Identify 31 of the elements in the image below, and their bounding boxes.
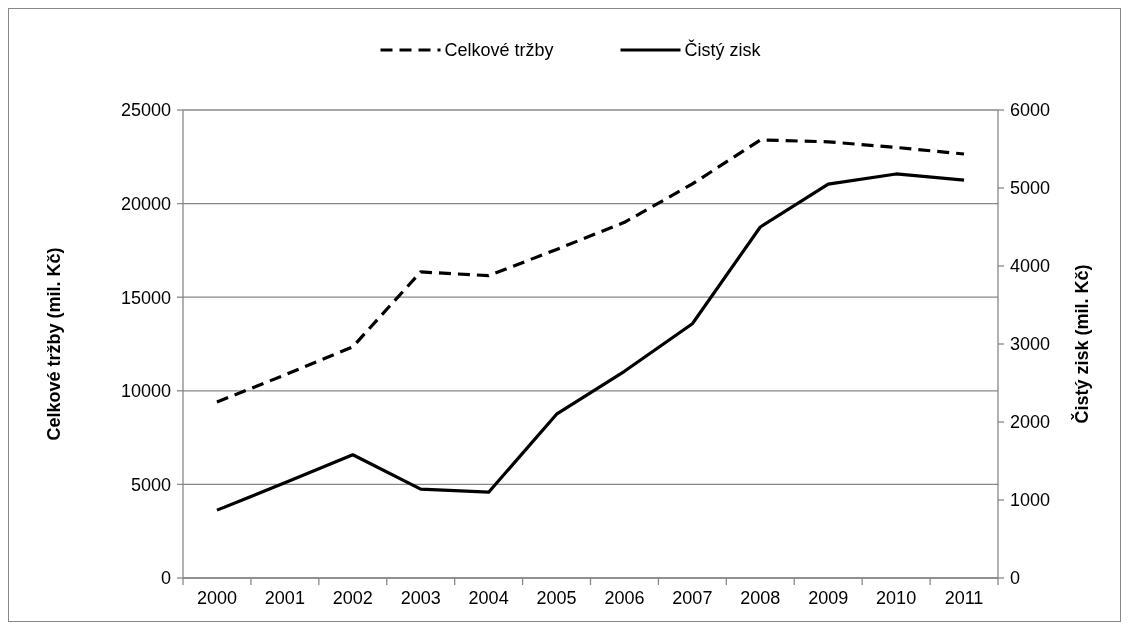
x-tick-label: 2008 bbox=[740, 588, 781, 608]
y-tick-label: 20000 bbox=[120, 193, 171, 214]
y2-axis-title: Čistý zisk (mil. Kč) bbox=[1071, 264, 1092, 424]
y-tick-label: 25000 bbox=[120, 100, 171, 121]
x-tick-label: 2005 bbox=[536, 588, 577, 608]
x-tick-label: 2002 bbox=[332, 588, 373, 608]
x-tick-label: 2009 bbox=[808, 588, 849, 608]
y2-tick-label: 5000 bbox=[1010, 178, 1051, 199]
y-tick-label: 0 bbox=[160, 568, 171, 589]
x-tick-label: 2003 bbox=[400, 588, 441, 608]
y-tick-label: 10000 bbox=[120, 381, 171, 402]
y2-tick-label: 2000 bbox=[1010, 412, 1051, 433]
x-tick-label: 2006 bbox=[604, 588, 645, 608]
y2-tick-label: 3000 bbox=[1010, 334, 1051, 355]
line-series bbox=[215, 138, 966, 404]
x-tick-label: 2011 bbox=[944, 588, 984, 608]
y-tick-label: 5000 bbox=[130, 474, 171, 495]
y-axis-title: Celkové tržby (mil. Kč) bbox=[44, 247, 64, 441]
legend-label: Čistý zisk bbox=[684, 39, 762, 61]
x-tick-label: 2007 bbox=[672, 588, 713, 608]
y2-tick-label: 0 bbox=[1010, 568, 1021, 589]
x-tick-label: 2000 bbox=[196, 588, 237, 608]
y2-tick-label: 4000 bbox=[1010, 256, 1051, 277]
x-tick-label: 2010 bbox=[876, 588, 917, 608]
line-series bbox=[215, 172, 966, 512]
y2-tick-label: 6000 bbox=[1010, 100, 1051, 121]
x-tick-label: 2004 bbox=[468, 588, 509, 608]
legend-label: Celkové tržby bbox=[444, 40, 554, 61]
y2-tick-label: 1000 bbox=[1010, 490, 1051, 511]
x-tick-label: 2001 bbox=[264, 588, 305, 608]
y-tick-label: 15000 bbox=[120, 287, 171, 308]
